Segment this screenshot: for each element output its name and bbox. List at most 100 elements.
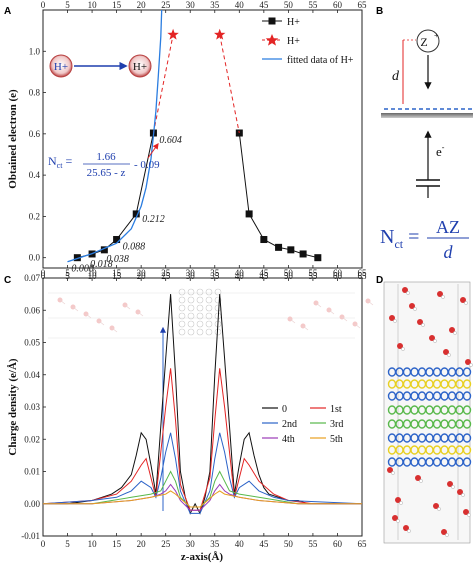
x-tick-label: 60 (333, 271, 343, 281)
x-tick-label-top: 40 (235, 0, 245, 10)
legend-label: 3rd (330, 419, 343, 430)
oxygen-atom (433, 503, 439, 509)
x-tick-label: 55 (308, 271, 318, 281)
fit-equation-numerator: 1.66 (96, 151, 116, 163)
series-line-5th (43, 490, 362, 508)
hydrogen-atom (445, 533, 449, 537)
legend-label-fit: fitted data of H+ (287, 55, 354, 66)
hydrogen-atom (391, 471, 395, 475)
legend-label: 0 (282, 404, 287, 415)
hydrogen-atom (433, 339, 437, 343)
legend-label: 4th (282, 434, 295, 445)
surface-atom (214, 288, 222, 296)
panel-a-y-label: Obtained electron (e) (7, 89, 19, 189)
legend-label: 5th (330, 434, 343, 445)
surface-atom (178, 320, 186, 328)
x-tick-label: 5 (65, 539, 70, 549)
ion-transfer-illustration: H+ H+ (49, 54, 152, 78)
hydrogen-atom (396, 519, 400, 523)
panel-c-x-ticks: 0055101015152020252530303535404045455050… (41, 268, 367, 549)
hydrogen-atom (447, 353, 451, 357)
point-value-label: 0.038 (106, 254, 129, 265)
x-tick-label: 15 (112, 539, 122, 549)
isosurface-lobe (462, 379, 472, 389)
x-tick-label: 40 (235, 271, 245, 281)
panel-b-equation-lhs: Nct = (380, 226, 419, 251)
point-value-label: 0.000 (71, 264, 94, 275)
isosurface-lobe (462, 391, 472, 401)
x-tick-label: 0 (41, 539, 46, 549)
x-tick-label-top: 35 (210, 0, 220, 10)
data-point-square (132, 210, 140, 218)
point-value-label: 0.088 (123, 242, 146, 253)
ion-initial-icon (49, 54, 73, 78)
data-point-square (314, 254, 322, 262)
surface-atom (205, 288, 213, 296)
x-tick-label-top: 60 (333, 0, 343, 10)
charge-density-isosurfaces (387, 367, 472, 467)
x-tick-label: 50 (284, 539, 294, 549)
oxygen-atom (417, 319, 423, 325)
hydrogen-atom (399, 501, 403, 505)
data-point-square (275, 243, 283, 251)
panel-c-legend: 0 1st 2nd 3rd 4th 5th (262, 404, 343, 445)
data-point-square (287, 246, 295, 254)
surface-atom (205, 296, 213, 304)
point-value-label: 0.604 (159, 135, 182, 146)
x-tick-label-top: 65 (358, 0, 368, 10)
x-tick-label: 35 (210, 539, 220, 549)
y-tick-label: 0.03 (24, 402, 40, 412)
x-tick-label: 35 (210, 271, 220, 281)
series-line-1st (42, 368, 362, 511)
oxygen-atom (57, 297, 63, 303)
panel-c-chart: 0055101015152020252530303535404045455050… (7, 268, 374, 563)
hydrogen-atom (419, 479, 423, 483)
surface-atom (187, 288, 195, 296)
panel-a-legend: H+ H+ fitted data of H+ (262, 17, 354, 66)
oxygen-atom (429, 335, 435, 341)
data-point-star (214, 28, 226, 40)
oxygen-atom (447, 481, 453, 487)
panel-a-series (67, 10, 322, 263)
panel-a-frame (42, 9, 363, 269)
panel-b-letter: B (376, 6, 383, 17)
series-line-2nd (42, 432, 363, 514)
oxygen-atom (460, 297, 466, 303)
oxygen-atom (449, 327, 455, 333)
data-point-square (299, 250, 307, 258)
legend-star-marker (265, 34, 279, 46)
x-tick-label-top: 15 (112, 0, 122, 10)
ion-initial-label: H+ (54, 61, 68, 73)
isosurface-lobe (462, 457, 472, 467)
data-point-square (235, 129, 243, 137)
hydrogen-atom (461, 493, 465, 497)
series-line-h-red (152, 34, 174, 134)
x-tick-label: 5 (65, 271, 70, 281)
x-tick-label: 25 (161, 271, 171, 281)
surface-atom (178, 288, 186, 296)
x-tick-label-top: 0 (41, 0, 46, 10)
x-tick-label-top: 15 (112, 268, 122, 278)
hydrogen-atom (469, 363, 473, 367)
surface-atom (205, 304, 213, 312)
x-tick-label-top: 5 (65, 0, 70, 10)
y-tick-label: 0.8 (29, 88, 41, 98)
panel-b-equation-numerator: AZ (436, 217, 460, 237)
x-tick-label-top: 10 (88, 0, 98, 10)
oxygen-atom (402, 287, 408, 293)
hydrogen-atom (406, 291, 410, 295)
surface-atom (187, 312, 195, 320)
x-tick-label-top: 50 (284, 0, 294, 10)
surface-atom (205, 312, 213, 320)
x-tick-label-top: 20 (137, 0, 147, 10)
oxygen-atom (365, 298, 371, 304)
ion-z-icon (416, 29, 440, 53)
x-tick-label-top: 45 (259, 268, 269, 278)
x-tick-label-top: 0 (41, 268, 46, 278)
surface-atom (187, 328, 195, 336)
distance-label: d (392, 69, 400, 84)
surface-atom (196, 296, 204, 304)
x-tick-label-top: 60 (333, 268, 343, 278)
y-tick-label: 0.6 (29, 129, 41, 139)
